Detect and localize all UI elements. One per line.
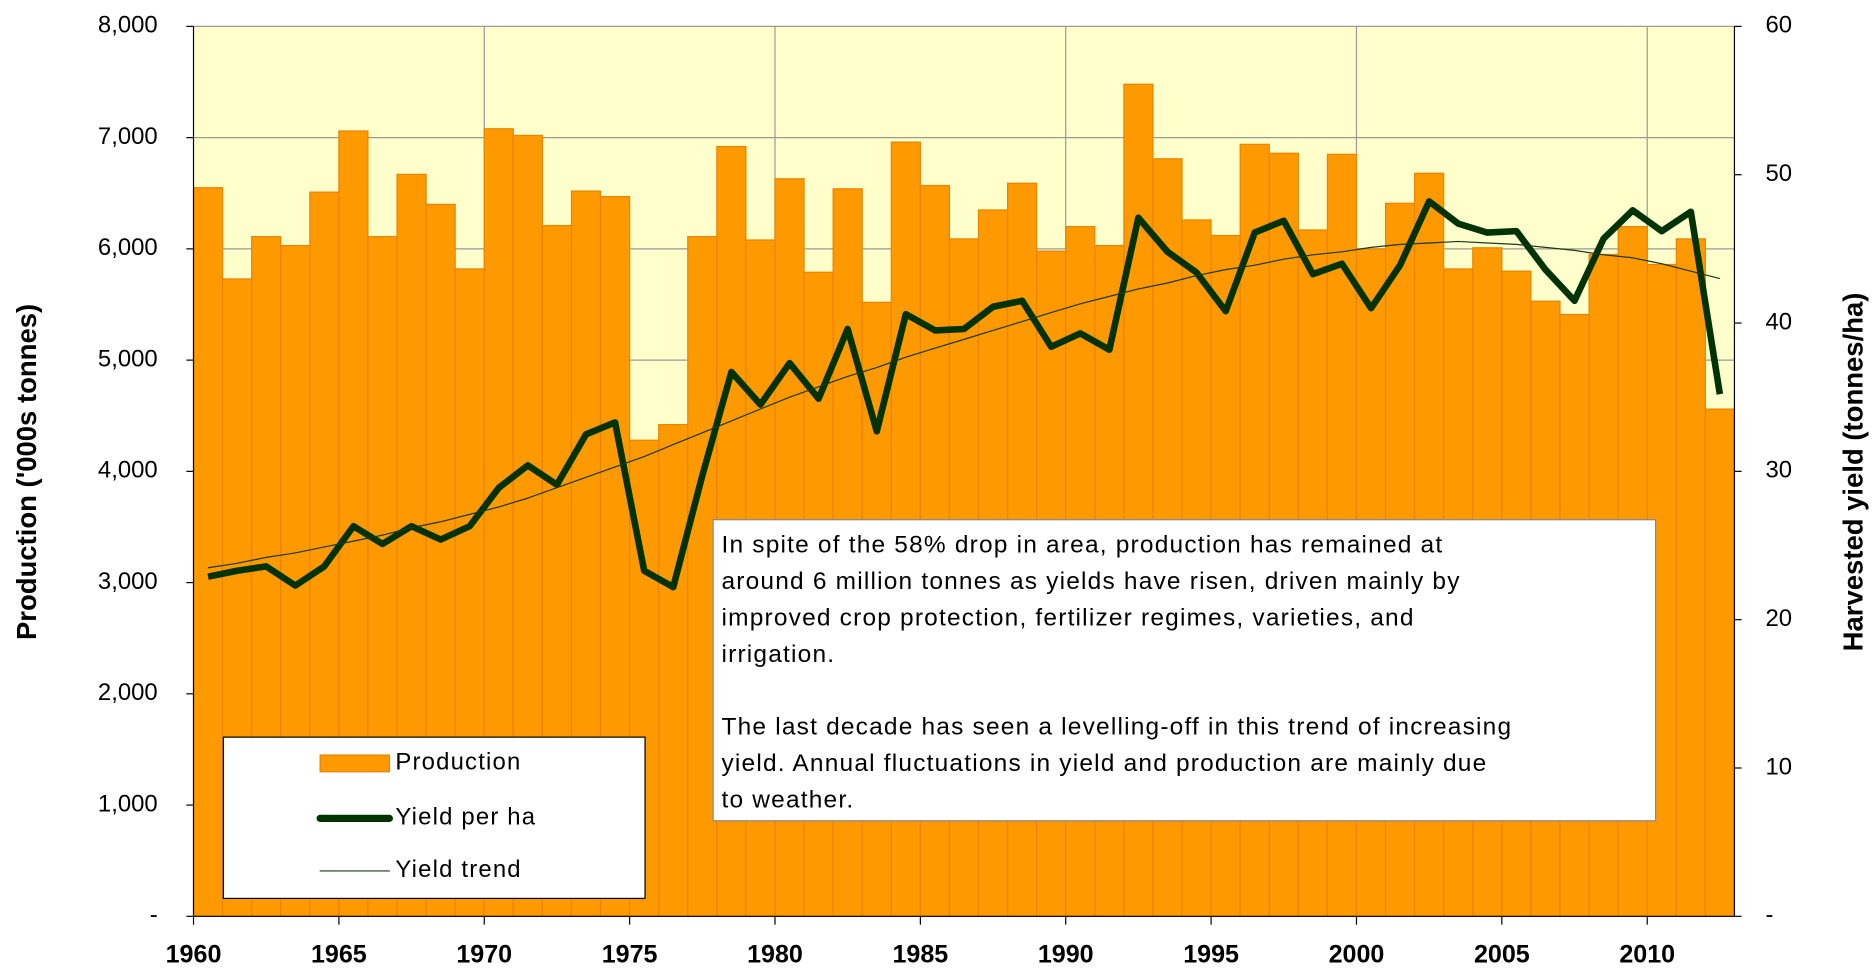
annotation-box (712, 519, 1657, 822)
y-tick-label: 7,000 (98, 123, 158, 150)
y2-axis-label: Harvested yield (tonnes/ha) (1837, 293, 1868, 652)
y-tick-label: 8,000 (98, 12, 158, 39)
x-tick-label: 1980 (747, 940, 803, 968)
y2-tick-label: 10 (1765, 753, 1792, 780)
legend-label: Yield per ha (395, 804, 536, 831)
y-tick-label: 1,000 (98, 790, 158, 817)
x-tick-label: 1985 (892, 940, 948, 968)
y-tick-label: 5,000 (98, 345, 158, 372)
bar (1675, 238, 1706, 917)
x-tick-label: 2005 (1474, 940, 1530, 968)
annotation-text: irrigation. (721, 641, 835, 668)
annotation-text: around 6 million tonnes as yields have r… (721, 568, 1460, 595)
y-tick-label: 2,000 (98, 679, 158, 706)
annotation-text: The last decade has seen a levelling-off… (721, 714, 1512, 741)
line (207, 198, 1724, 591)
annotation-text: to weather. (721, 787, 854, 814)
y2-tick-label: 20 (1765, 605, 1792, 632)
x-tick-label: 1970 (456, 940, 512, 968)
y-tick-label: 4,000 (98, 457, 158, 484)
bar (192, 187, 224, 917)
legend-swatch (319, 754, 391, 773)
y2-tick-label: - (1765, 902, 1773, 929)
x-tick-label: 1990 (1038, 940, 1094, 968)
y2-tick-label: 50 (1765, 160, 1792, 187)
y-tick-label: 6,000 (98, 234, 158, 261)
y-tick-label: 3,000 (98, 568, 158, 595)
x-tick-label: 2010 (1619, 940, 1675, 968)
y2-tick-label: 30 (1765, 457, 1792, 484)
x-tick-label: 1960 (166, 940, 222, 968)
x-tick-label: 2000 (1329, 940, 1385, 968)
y2-tick-label: 40 (1765, 308, 1792, 335)
trend-line (207, 240, 1721, 569)
legend-label: Yield trend (395, 856, 521, 883)
bar (658, 424, 689, 917)
y-axis-label: Production ('000s tonnes) (11, 304, 42, 640)
annotation-text: improved crop protection, fertilizer reg… (721, 604, 1414, 631)
x-tick-label: 1995 (1183, 940, 1239, 968)
bar (1704, 408, 1736, 917)
y2-tick-label: 60 (1765, 12, 1792, 39)
annotation-text: yield. Annual fluctuations in yield and … (721, 750, 1487, 777)
x-tick-label: 1965 (311, 940, 367, 968)
legend-label: Production (395, 749, 521, 776)
x-tick-label: 1975 (602, 940, 658, 968)
y-tick-label: - (150, 902, 158, 929)
annotation-text: In spite of the 58% drop in area, produc… (721, 531, 1443, 558)
bar (687, 236, 718, 917)
legend-box (222, 736, 646, 899)
